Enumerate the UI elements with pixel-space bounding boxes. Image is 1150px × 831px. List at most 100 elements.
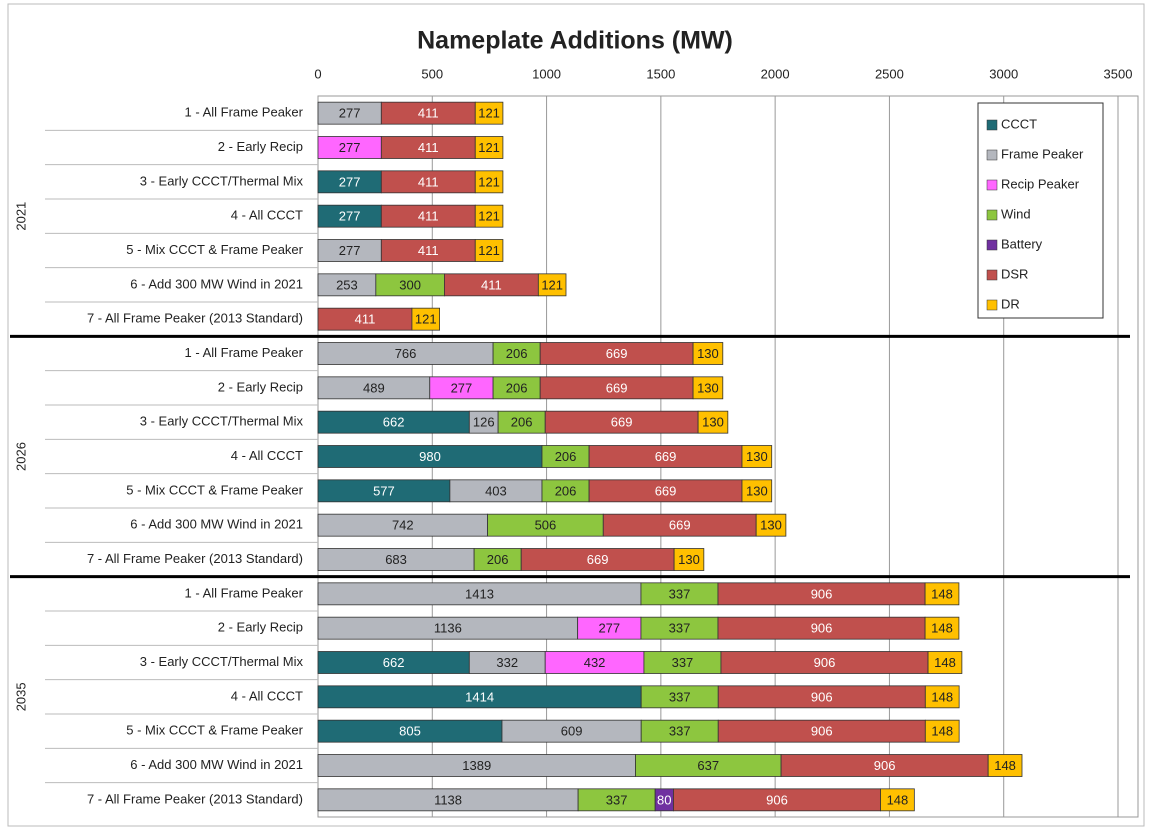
- y-tick-label: 6 - Add 300 MW Wind in 2021: [130, 517, 303, 532]
- legend-label: CCCT: [1001, 116, 1037, 131]
- data-label: 411: [481, 277, 502, 292]
- bar-segment: [924, 616, 960, 640]
- y-tick-label: 2 - Early Recip: [218, 379, 303, 394]
- y-tick-label: 1 - All Frame Peaker: [185, 585, 304, 600]
- x-tick-label: 2000: [761, 66, 790, 81]
- bar-segment: [692, 376, 724, 400]
- data-label: 130: [760, 518, 782, 533]
- data-label: 337: [669, 689, 691, 704]
- bar-segment: [924, 719, 960, 743]
- bar-segment: [741, 479, 773, 503]
- legend-swatch: [986, 149, 998, 161]
- data-label: 906: [814, 655, 836, 670]
- data-label: 80: [657, 792, 671, 807]
- legend-swatch: [986, 299, 998, 311]
- x-tick-label: 500: [421, 66, 443, 81]
- data-label: 337: [672, 655, 694, 670]
- data-label: 130: [697, 380, 719, 395]
- data-label: 411: [355, 312, 376, 327]
- data-label: 742: [392, 518, 414, 533]
- data-label: 206: [506, 380, 528, 395]
- data-label: 432: [584, 655, 606, 670]
- y-tick-label: 1 - All Frame Peaker: [185, 105, 304, 120]
- data-label: 121: [541, 277, 563, 292]
- data-label: 662: [383, 415, 405, 430]
- y-tick-label: 3 - Early CCCT/Thermal Mix: [140, 414, 304, 429]
- legend-swatch: [986, 209, 998, 221]
- data-label: 669: [655, 449, 677, 464]
- data-label: 403: [485, 483, 507, 498]
- data-label: 609: [561, 724, 583, 739]
- bar-segment: [987, 754, 1023, 777]
- bar-segment: [673, 548, 705, 571]
- data-label: 906: [811, 689, 833, 704]
- group-label: 2035: [13, 682, 28, 711]
- bar-segment: [924, 685, 960, 709]
- data-label: 337: [669, 586, 691, 601]
- y-tick-label: 2 - Early Recip: [218, 139, 303, 154]
- y-tick-label: 6 - Add 300 MW Wind in 2021: [130, 757, 303, 772]
- y-tick-label: 4 - All CCCT: [231, 208, 303, 223]
- bar-segment: [692, 342, 724, 365]
- bar-segment: [411, 307, 441, 331]
- legend-label: Frame Peaker: [1001, 146, 1084, 161]
- data-label: 130: [678, 552, 700, 567]
- data-label: 206: [555, 483, 577, 498]
- legend-label: Recip Peaker: [1001, 176, 1080, 191]
- data-label: 669: [655, 483, 677, 498]
- data-label: 411: [418, 243, 439, 258]
- data-label: 130: [697, 346, 719, 361]
- data-label: 148: [887, 792, 909, 807]
- y-tick-label: 7 - All Frame Peaker (2013 Standard): [87, 311, 303, 326]
- legend-label: DSR: [1001, 266, 1028, 281]
- data-label: 277: [339, 243, 361, 258]
- data-label: 577: [373, 483, 395, 498]
- y-tick-label: 5 - Mix CCCT & Frame Peaker: [126, 723, 303, 738]
- bar-segment: [474, 170, 504, 194]
- bar-segment: [880, 788, 915, 812]
- chart-title: Nameplate Additions (MW): [417, 27, 733, 55]
- data-label: 126: [473, 415, 495, 430]
- bar-segment: [755, 513, 787, 537]
- data-label: 766: [395, 346, 417, 361]
- data-label: 1136: [434, 621, 462, 636]
- y-tick-label: 5 - Mix CCCT & Frame Peaker: [126, 242, 303, 257]
- bar-segment: [537, 273, 567, 297]
- data-label: 337: [669, 724, 691, 739]
- data-label: 637: [697, 758, 719, 773]
- data-label: 332: [496, 655, 518, 670]
- legend-swatch: [986, 119, 998, 131]
- data-label: 121: [415, 312, 437, 327]
- data-label: 411: [418, 106, 439, 121]
- data-label: 669: [606, 346, 628, 361]
- data-label: 489: [363, 380, 385, 395]
- data-label: 662: [383, 655, 405, 670]
- data-label: 411: [418, 209, 439, 224]
- data-label: 253: [336, 277, 358, 292]
- data-label: 1414: [465, 689, 494, 704]
- data-label: 148: [931, 586, 953, 601]
- data-label: 906: [766, 792, 788, 807]
- data-label: 206: [487, 552, 509, 567]
- data-label: 121: [478, 243, 500, 258]
- data-label: 506: [535, 518, 557, 533]
- data-label: 206: [555, 449, 577, 464]
- data-label: 1413: [465, 586, 494, 601]
- data-label: 130: [746, 483, 768, 498]
- y-tick-label: 1 - All Frame Peaker: [185, 345, 304, 360]
- data-label: 130: [746, 449, 768, 464]
- data-label: 148: [931, 689, 953, 704]
- data-label: 277: [339, 140, 361, 155]
- data-label: 130: [702, 415, 724, 430]
- x-tick-label: 3500: [1104, 66, 1133, 81]
- data-label: 906: [811, 724, 833, 739]
- data-label: 683: [385, 552, 407, 567]
- data-label: 669: [606, 380, 628, 395]
- legend-swatch: [986, 179, 998, 191]
- data-label: 300: [399, 277, 421, 292]
- data-label: 337: [669, 621, 691, 636]
- legend-swatch: [986, 239, 998, 251]
- x-tick-label: 1500: [646, 66, 675, 81]
- legend: [977, 102, 1104, 319]
